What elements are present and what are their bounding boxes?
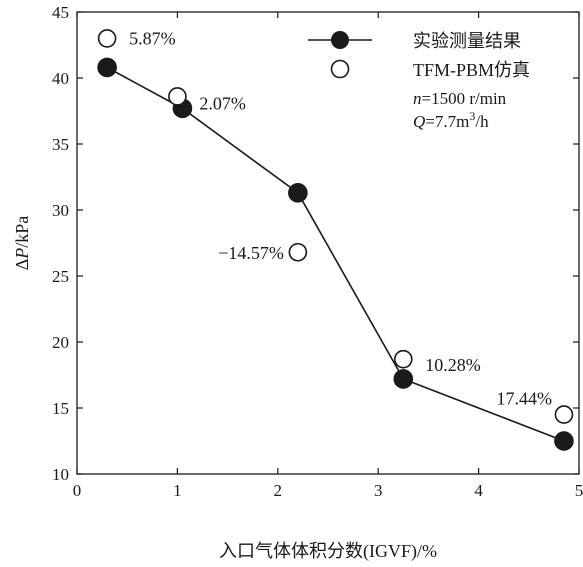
data-point-experiment: [288, 183, 308, 203]
data-point-simulation: [393, 349, 413, 369]
deviation-label: 5.87%: [129, 28, 176, 48]
deviation-label: 2.07%: [199, 93, 246, 113]
condition-flow: Q=7.7m3/h: [413, 109, 489, 131]
legend-marker-simulation: [330, 59, 350, 79]
axis-ticks: [76, 11, 580, 475]
data-point-simulation: [168, 87, 187, 106]
y-tick-label: 25: [52, 267, 69, 286]
legend: 实验测量结果 TFM-PBM仿真: [308, 31, 530, 80]
y-tick-label: 20: [52, 333, 69, 352]
x-tick-label: 4: [474, 481, 483, 500]
x-tick-label: 5: [575, 481, 583, 500]
deviation-label: 10.28%: [425, 355, 481, 375]
x-tick-label: 2: [274, 481, 283, 500]
data-point-simulation: [554, 405, 574, 424]
condition-speed: n=1500 r/min: [413, 89, 507, 108]
data-point-simulation: [288, 242, 308, 262]
deviation-label: −14.57%: [218, 243, 284, 263]
series-layer: [97, 29, 574, 451]
data-point-simulation: [97, 29, 117, 48]
y-tick-label: 15: [52, 399, 69, 418]
series-line-0: [106, 66, 565, 442]
legend-label-simulation: TFM-PBM仿真: [413, 60, 530, 80]
x-tick-label: 0: [73, 481, 82, 500]
y-axis-title: ΔP/kPa: [12, 216, 32, 271]
y-tick-label: 40: [52, 69, 69, 88]
data-point-experiment: [393, 369, 414, 389]
plot-frame: [76, 11, 580, 475]
x-tick-label: 1: [173, 481, 182, 500]
y-tick-label: 45: [52, 3, 69, 22]
deviation-label: 17.44%: [496, 389, 552, 409]
legend-marker-experiment: [331, 31, 349, 49]
y-tick-label: 35: [52, 135, 69, 154]
x-tick-label: 3: [374, 481, 383, 500]
x-axis-title: 入口气体体积分数(IGVF)/%: [219, 541, 437, 562]
data-point-experiment: [554, 431, 574, 451]
annotation-layer: 5.87% 2.07% −14.57% 10.28% 17.44%: [129, 28, 552, 408]
data-point-experiment: [97, 57, 117, 78]
legend-label-experiment: 实验测量结果: [413, 31, 521, 51]
y-tick-label: 30: [52, 201, 69, 220]
y-tick-label: 10: [52, 465, 69, 484]
